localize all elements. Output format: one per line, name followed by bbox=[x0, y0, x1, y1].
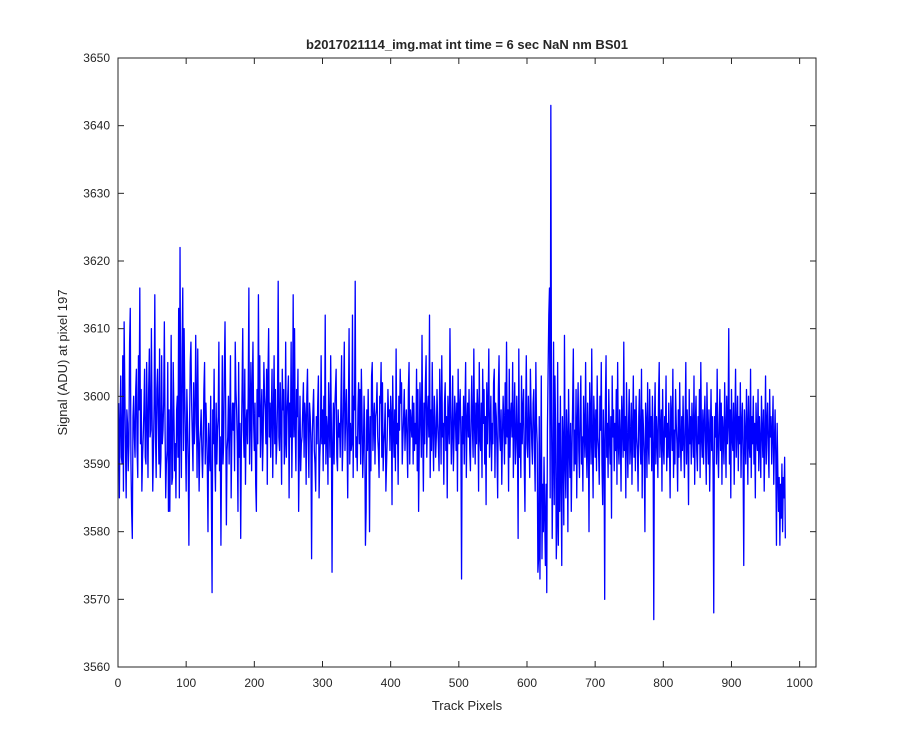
x-tick-label: 600 bbox=[517, 676, 537, 690]
data-series-line bbox=[118, 104, 786, 621]
y-tick-label: 3590 bbox=[83, 457, 110, 471]
x-tick-label: 500 bbox=[449, 676, 469, 690]
y-axis: 3560 3570 3580 3590 3600 3610 3620 3630 3640 3650 bbox=[83, 51, 816, 674]
x-tick-label: 1000 bbox=[786, 676, 813, 690]
x-tick-label: 900 bbox=[721, 676, 741, 690]
x-tick-label: 100 bbox=[176, 676, 196, 690]
x-axis-label: Track Pixels bbox=[432, 698, 503, 713]
x-axis: 0 100 200 300 400 500 600 700 800 900 1000 bbox=[115, 58, 813, 690]
y-tick-label: 3580 bbox=[83, 525, 110, 539]
y-tick-label: 3640 bbox=[83, 119, 110, 133]
series-line-0 bbox=[118, 104, 786, 621]
y-tick-label: 3600 bbox=[83, 389, 110, 403]
chart-title: b2017021114_img.mat int time = 6 sec NaN… bbox=[306, 37, 628, 52]
x-tick-label: 0 bbox=[115, 676, 122, 690]
y-tick-label: 3620 bbox=[83, 254, 110, 268]
y-tick-label: 3560 bbox=[83, 660, 110, 674]
x-tick-label: 700 bbox=[585, 676, 605, 690]
y-axis-label: Signal (ADU) at pixel 197 bbox=[55, 290, 70, 436]
x-tick-label: 400 bbox=[381, 676, 401, 690]
y-tick-label: 3650 bbox=[83, 51, 110, 65]
x-tick-label: 300 bbox=[312, 676, 332, 690]
y-tick-label: 3630 bbox=[83, 186, 110, 200]
axes-box bbox=[117, 57, 817, 668]
x-tick-label: 800 bbox=[653, 676, 673, 690]
y-tick-label: 3610 bbox=[83, 322, 110, 336]
plot-area bbox=[118, 58, 816, 667]
y-tick-label: 3570 bbox=[83, 592, 110, 606]
x-tick-label: 200 bbox=[244, 676, 264, 690]
